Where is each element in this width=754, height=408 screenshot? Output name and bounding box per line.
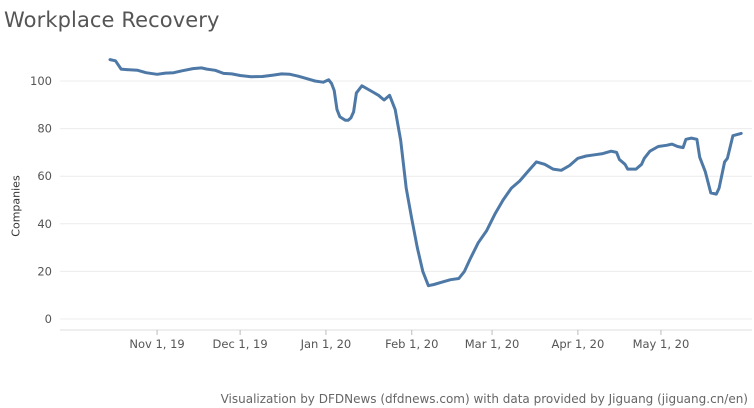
y-axis-label: Companies bbox=[4, 175, 28, 236]
y-tick-label: 40 bbox=[37, 217, 52, 231]
gridlines bbox=[60, 80, 752, 331]
x-tick-label: Apr 1, 20 bbox=[551, 337, 604, 351]
y-axis-ticks: 0 20 40 60 80 100 bbox=[30, 74, 52, 326]
x-tick-label: Jan 1, 20 bbox=[300, 337, 352, 351]
y-tick-label: 100 bbox=[30, 74, 52, 88]
chart-title: Workplace Recovery bbox=[4, 8, 220, 32]
x-tick-label: Nov 1, 19 bbox=[129, 337, 184, 351]
x-tick-label: Feb 1, 20 bbox=[385, 337, 438, 351]
y-tick-label: 20 bbox=[37, 264, 52, 278]
x-tick-label: Dec 1, 19 bbox=[213, 337, 268, 351]
y-tick-label: 60 bbox=[37, 169, 52, 183]
y-tick-label: 0 bbox=[45, 312, 52, 326]
attribution-text: Visualization by DFDNews (dfdnews.com) w… bbox=[220, 392, 748, 406]
x-axis-ticks: Nov 1, 19 Dec 1, 19 Jan 1, 20 Feb 1, 20 Mar … bbox=[129, 330, 689, 351]
series-line-0 bbox=[108, 58, 743, 288]
x-tick-label: Mar 1, 20 bbox=[465, 337, 520, 351]
x-tick-label: May 1, 20 bbox=[633, 337, 690, 351]
series-layer bbox=[108, 58, 743, 288]
y-tick-label: 80 bbox=[37, 122, 52, 136]
y-axis-label-text: Companies bbox=[9, 175, 23, 237]
